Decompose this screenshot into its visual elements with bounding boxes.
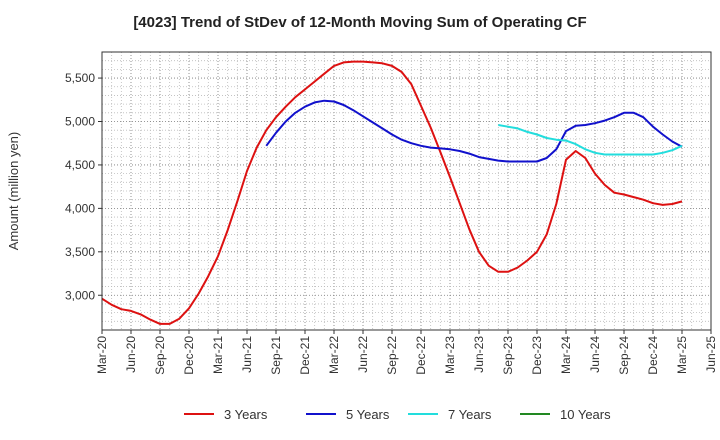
series-line-7-years bbox=[498, 124, 683, 156]
x-tick-label: Sep-21 bbox=[269, 336, 283, 375]
x-tick-label: Mar-24 bbox=[559, 336, 573, 374]
series-line-5-years bbox=[265, 99, 683, 163]
y-tick-label: 5,000 bbox=[65, 115, 95, 129]
x-tick-label: Mar-21 bbox=[211, 336, 225, 374]
x-tick-label: Mar-22 bbox=[327, 336, 341, 374]
legend: 3 Years 5 Years 7 Years 10 Years bbox=[184, 407, 611, 422]
legend-label-7-years: 7 Years bbox=[448, 407, 492, 422]
x-tick-label: Mar-23 bbox=[443, 336, 457, 374]
series-line-3-years bbox=[101, 60, 683, 325]
chart-title: [4023] Trend of StDev of 12-Month Moving… bbox=[133, 14, 587, 31]
x-tick-label: Dec-24 bbox=[646, 336, 660, 375]
plot-background bbox=[102, 52, 711, 330]
x-tick-label: Dec-23 bbox=[530, 336, 544, 375]
grid-lines bbox=[102, 52, 711, 330]
x-tick-label: Sep-24 bbox=[617, 336, 631, 375]
x-tick-label: Mar-25 bbox=[675, 336, 689, 374]
x-tick-label: Sep-20 bbox=[153, 336, 167, 375]
plot-frame bbox=[101, 51, 712, 331]
x-tick-label: Dec-22 bbox=[414, 336, 428, 375]
y-tick-label: 5,500 bbox=[65, 71, 95, 85]
x-tick-label: Jun-23 bbox=[472, 336, 486, 373]
y-tick-label: 3,000 bbox=[65, 288, 95, 302]
y-axis-title: Amount (million yen) bbox=[6, 132, 21, 251]
y-tick-label: 4,000 bbox=[65, 201, 95, 215]
series-lines bbox=[101, 60, 683, 325]
x-tick-label: Jun-21 bbox=[240, 336, 254, 373]
legend-label-3-years: 3 Years bbox=[224, 407, 268, 422]
x-tick-label: Dec-20 bbox=[182, 336, 196, 375]
y-tick-label: 3,500 bbox=[65, 245, 95, 259]
x-tick-label: Sep-22 bbox=[385, 336, 399, 375]
x-tick-label: Jun-24 bbox=[588, 336, 602, 373]
y-tick-label: 4,500 bbox=[65, 158, 95, 172]
x-tick-label: Jun-20 bbox=[124, 336, 138, 373]
y-axis-ticks: 3,000 3,500 4,000 4,500 5,000 5,500 bbox=[65, 71, 102, 302]
x-tick-label: Mar-20 bbox=[95, 336, 109, 374]
legend-label-10-years: 10 Years bbox=[560, 407, 611, 422]
x-tick-label: Dec-21 bbox=[298, 336, 312, 375]
x-tick-label: Jun-22 bbox=[356, 336, 370, 373]
x-tick-label: Sep-23 bbox=[501, 336, 515, 375]
x-axis-ticks: Mar-20 Jun-20 Sep-20 Dec-20 Mar-21 Jun-21 Sep-… bbox=[95, 330, 718, 375]
x-tick-label: Jun-25 bbox=[704, 336, 718, 373]
legend-label-5-years: 5 Years bbox=[346, 407, 390, 422]
